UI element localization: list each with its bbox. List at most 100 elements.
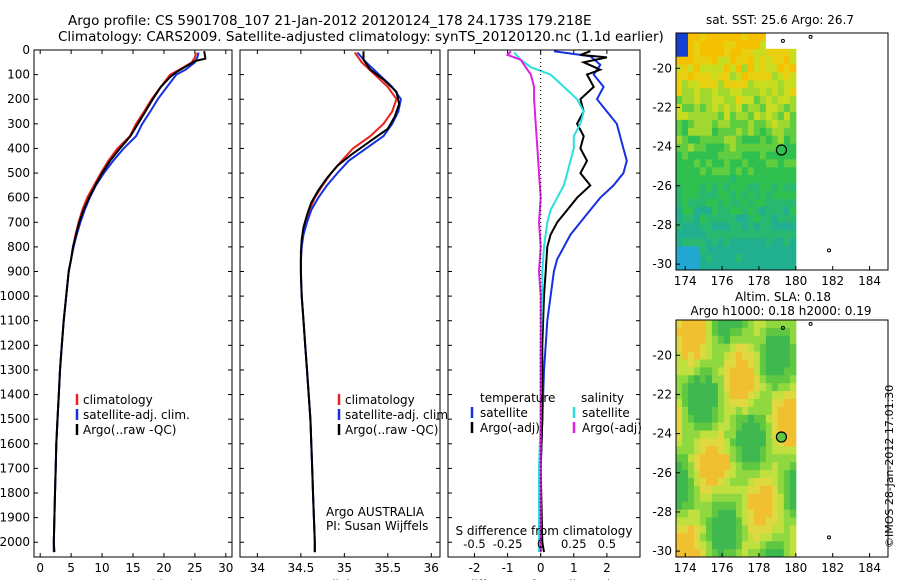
map-cell xyxy=(765,56,773,66)
map-cell xyxy=(705,119,713,129)
map-cell xyxy=(693,327,701,337)
map-cell xyxy=(711,509,719,518)
map-cell xyxy=(777,335,785,345)
map-cell xyxy=(771,88,779,97)
map-cell xyxy=(783,222,791,231)
map-cell xyxy=(789,454,797,463)
map-cell xyxy=(789,541,797,550)
map-cell xyxy=(705,214,713,224)
map-cell xyxy=(771,399,779,408)
map-cell xyxy=(783,541,791,550)
map-cell xyxy=(789,206,797,216)
map-cell xyxy=(759,191,767,200)
map-cell xyxy=(759,112,767,121)
map-cell xyxy=(729,406,737,416)
map-cell xyxy=(747,151,755,160)
map-cell xyxy=(765,40,773,50)
map-cell xyxy=(705,198,713,208)
map-cell xyxy=(687,343,695,353)
map-cell xyxy=(789,262,797,271)
map-cell xyxy=(777,151,785,160)
map-cell xyxy=(747,135,755,145)
map-cell xyxy=(765,88,773,97)
map-cell xyxy=(783,246,791,255)
map-cell xyxy=(789,222,797,231)
map-cell xyxy=(717,48,725,58)
map-cell xyxy=(771,367,779,376)
map-cell xyxy=(759,222,767,231)
map-cell xyxy=(699,191,707,200)
map-cell xyxy=(771,414,779,424)
map-cell xyxy=(753,454,761,463)
map-cell xyxy=(741,509,749,518)
map-cell xyxy=(783,104,791,113)
annotation-text: PI: Susan Wijffels xyxy=(326,519,428,533)
map-cell xyxy=(681,198,689,208)
map-cell xyxy=(723,159,731,168)
map-cell xyxy=(705,549,713,558)
map-cell xyxy=(747,533,755,542)
map-cell xyxy=(771,112,779,121)
map-cell xyxy=(747,175,755,184)
map-cell xyxy=(711,359,719,368)
map-cell xyxy=(717,112,725,121)
map-cell xyxy=(759,159,767,168)
map-cell xyxy=(687,64,695,73)
map-cell xyxy=(699,175,707,184)
map-cell xyxy=(729,414,737,424)
map-cell xyxy=(789,320,797,329)
map-cell xyxy=(705,175,713,184)
x-tick-label: -2 xyxy=(468,561,480,575)
map-cell xyxy=(735,414,743,424)
map-cell xyxy=(717,367,725,376)
map-cell xyxy=(735,422,743,432)
map-cell xyxy=(747,191,755,200)
map-cell xyxy=(747,391,755,400)
map-cell xyxy=(765,151,773,160)
map-cell xyxy=(771,430,779,439)
map-cell xyxy=(693,493,701,503)
map-cell xyxy=(676,112,683,121)
map-cell xyxy=(741,399,749,408)
map-cell xyxy=(705,470,713,479)
map-cell xyxy=(765,517,773,526)
map-cell xyxy=(771,533,779,542)
map-cell xyxy=(783,151,791,160)
map-cell xyxy=(789,406,797,416)
x-tick-label: 5 xyxy=(67,561,75,575)
map-cell xyxy=(699,112,707,121)
map-cell xyxy=(723,320,731,329)
map-cell xyxy=(729,383,737,392)
map-cell xyxy=(711,375,719,384)
map-cell xyxy=(765,327,773,337)
map-cell xyxy=(735,230,743,239)
map-cell xyxy=(789,414,797,424)
map-cell xyxy=(705,88,713,97)
map-cell xyxy=(681,383,689,392)
map-cell xyxy=(676,104,683,113)
map-cell xyxy=(681,33,689,42)
map-cell xyxy=(753,254,761,263)
y-tick-label: 1900 xyxy=(0,511,30,525)
map-cell xyxy=(711,80,719,89)
map-cell xyxy=(693,238,701,247)
map-cell xyxy=(759,48,767,58)
map-cell xyxy=(717,214,725,224)
map-cell xyxy=(789,375,797,384)
map-cell xyxy=(789,119,797,129)
map-cell xyxy=(777,104,785,113)
map-cell xyxy=(687,517,695,526)
map-cell xyxy=(765,438,773,447)
map-cell xyxy=(753,438,761,447)
map-cell xyxy=(777,541,785,550)
y-tick-label: -28 xyxy=(652,505,672,519)
map-cell xyxy=(687,104,695,113)
map-cell xyxy=(753,493,761,503)
map-cell xyxy=(783,159,791,168)
map-cell xyxy=(729,206,737,216)
map-cell xyxy=(771,359,779,368)
map-cell xyxy=(771,406,779,416)
map-cell xyxy=(759,462,767,471)
map-cell xyxy=(676,343,683,353)
map-cell xyxy=(699,438,707,447)
